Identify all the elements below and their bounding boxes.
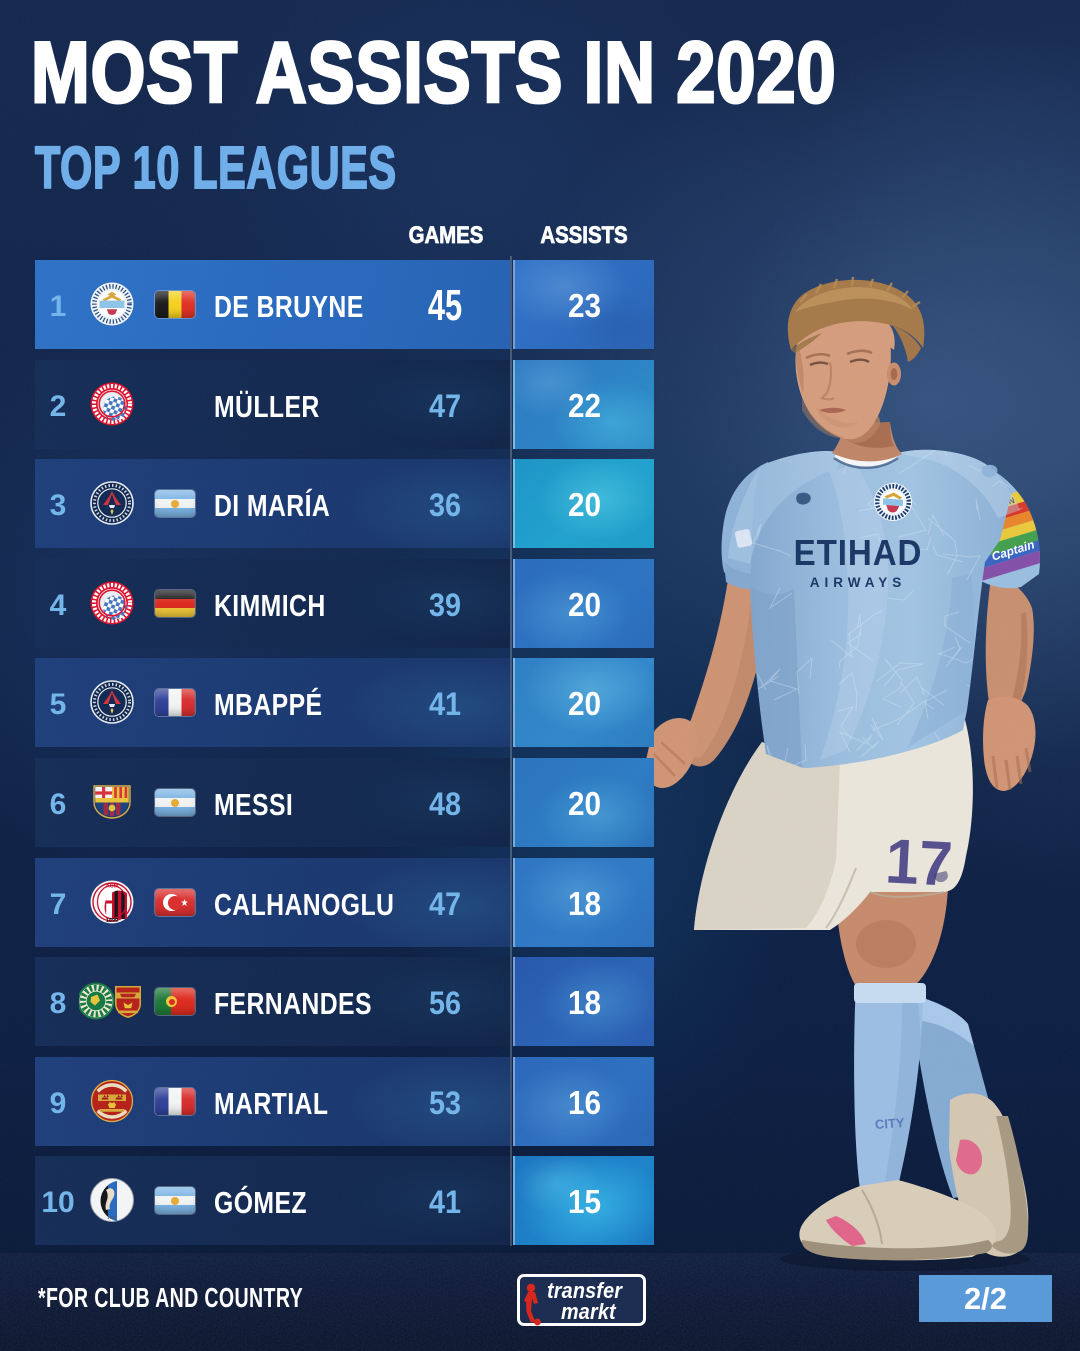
svg-text:1899: 1899 xyxy=(106,918,118,924)
svg-text:17: 17 xyxy=(884,826,954,900)
svg-text:1907: 1907 xyxy=(107,1215,118,1220)
svg-text:AIRWAYS: AIRWAYS xyxy=(810,575,907,590)
svg-text:ACM: ACM xyxy=(106,884,119,890)
svg-text:ETIHAD: ETIHAD xyxy=(794,534,923,574)
svg-text:CITY: CITY xyxy=(874,1115,905,1132)
